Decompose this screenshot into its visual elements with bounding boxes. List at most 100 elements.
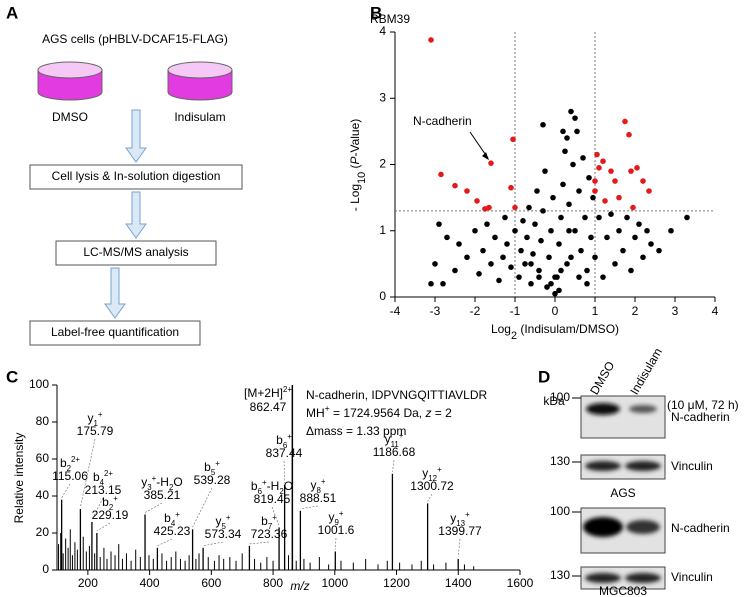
text-part: + <box>325 403 330 413</box>
text-part: 2 <box>67 464 71 473</box>
text-part: b <box>60 456 67 470</box>
point <box>574 128 580 135</box>
point <box>564 135 570 141</box>
point <box>566 227 572 234</box>
point <box>516 274 522 280</box>
kda-label: kDa <box>543 394 565 408</box>
point <box>684 214 690 221</box>
text-part: + <box>98 410 103 419</box>
text-part: b <box>164 511 171 525</box>
point <box>668 227 674 234</box>
marker-label: 100 <box>550 390 570 404</box>
point <box>564 261 570 267</box>
workflow-title: AGS cells (pHBLV-DCAF15-FLAG) <box>42 32 228 46</box>
band <box>586 403 620 415</box>
text-part: + <box>287 432 292 441</box>
x-tick-label: -2 <box>470 304 481 318</box>
point <box>622 118 628 125</box>
point <box>452 267 458 274</box>
mz-label: 837.44 <box>266 446 303 460</box>
text-part: y <box>450 511 456 525</box>
point <box>646 188 652 194</box>
western-blot: kDa DMSO Indisulam (10 μM, 72 h) 100 130… <box>543 346 738 597</box>
text-part: 4 <box>171 519 176 528</box>
dish <box>37 61 103 101</box>
band <box>585 461 621 471</box>
x-tick-label: 4 <box>712 304 719 318</box>
blot-image <box>580 395 666 439</box>
annotation: N-cadherin <box>413 114 472 128</box>
leader-line <box>157 538 173 547</box>
point <box>600 274 606 280</box>
protein-label: Vinculin <box>671 459 713 473</box>
panel-label: C <box>6 367 18 386</box>
point <box>616 227 622 234</box>
text-part: 3 <box>147 483 152 492</box>
text-part: Δmass = 1.33 ppm <box>306 424 406 438</box>
point <box>452 182 458 189</box>
point <box>502 214 508 221</box>
point <box>512 204 518 211</box>
text-part: (Indisulam/DMSO) <box>517 322 619 336</box>
point <box>586 174 592 181</box>
text-part: b <box>102 495 109 509</box>
x-tick-label: 1600 <box>507 576 534 590</box>
annotation: RBM39 <box>370 12 410 26</box>
point <box>616 194 622 201</box>
panel-label: B <box>370 3 382 22</box>
condition-label: Indisulam <box>174 110 225 124</box>
ion-label: y5+ <box>215 513 230 531</box>
point <box>528 280 534 287</box>
y-tick-label: 3 <box>379 90 386 104</box>
leader-line <box>192 487 213 528</box>
mz-label: 862.47 <box>250 400 287 414</box>
point <box>552 274 558 280</box>
x-tick-label: 0 <box>552 304 559 318</box>
ion-label: b5+ <box>204 459 220 477</box>
text-part: O <box>173 475 182 489</box>
leader-line <box>96 522 111 532</box>
point <box>612 178 618 184</box>
text-part: + <box>321 477 326 486</box>
y-tick-label: 1 <box>379 223 386 237</box>
text-part: b <box>93 470 100 484</box>
leader-line <box>249 541 270 545</box>
point <box>558 267 564 274</box>
point <box>496 277 502 284</box>
marker-label: 130 <box>550 568 570 582</box>
arrow <box>104 267 126 319</box>
text-part: 6 <box>283 441 288 450</box>
band <box>626 520 660 534</box>
point <box>608 211 614 217</box>
point <box>520 218 526 224</box>
point <box>438 171 444 178</box>
text-part: b <box>276 433 283 447</box>
point <box>624 214 630 221</box>
point <box>590 194 596 201</box>
ion-label: y13+ <box>450 510 470 528</box>
point <box>630 204 636 211</box>
x-tick-label: -1 <box>510 304 521 318</box>
text-part: y <box>141 475 147 489</box>
condition-label: DMSO <box>52 110 88 124</box>
text-part: - Log <box>348 184 362 211</box>
text-part: 2 <box>109 503 113 512</box>
step-box <box>29 164 243 190</box>
point <box>464 254 470 261</box>
text-part: 13 <box>456 519 465 528</box>
ion-label: b4+ <box>164 510 180 528</box>
point <box>584 267 590 274</box>
leader-line <box>144 502 163 513</box>
protein-label: N-cadherin <box>671 521 730 535</box>
point <box>428 280 434 287</box>
info-line: MH+ = 1724.9564 Da, z = 2 <box>306 403 452 420</box>
point <box>432 261 438 267</box>
ion-label: b42+ <box>93 469 113 487</box>
y-axis-label: Relative intensity <box>12 433 26 524</box>
ion-label: b7+ <box>261 513 277 531</box>
text-part: b <box>251 479 258 493</box>
point <box>550 194 556 201</box>
point <box>562 148 568 155</box>
y-tick-label: 100 <box>29 377 49 391</box>
